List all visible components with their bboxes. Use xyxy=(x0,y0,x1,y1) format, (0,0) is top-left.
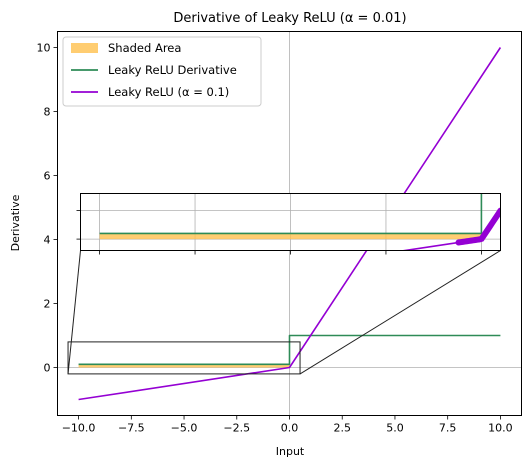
y-tick: 2 xyxy=(44,298,58,311)
x-tick-label: −5.0 xyxy=(171,422,198,435)
chart-title: Derivative of Leaky ReLU (α = 0.01) xyxy=(173,11,406,26)
legend-swatch-shaded-area xyxy=(71,43,98,53)
zoom-region-box xyxy=(67,341,301,375)
x-tick: 2.5 xyxy=(333,415,351,435)
legend-label-derivative: Leaky ReLU Derivative xyxy=(108,63,237,77)
x-tick-label: 10.0 xyxy=(488,422,513,435)
inset-series-derivative-line xyxy=(99,193,483,235)
y-axis-label: Derivative xyxy=(9,194,22,251)
x-tick: −2.5 xyxy=(223,415,250,435)
series-layer xyxy=(78,47,502,401)
y-tick: 4 xyxy=(44,234,58,247)
x-tick: 0.0 xyxy=(281,415,299,435)
y-tick-label: 2 xyxy=(44,298,51,311)
x-tick: 5.0 xyxy=(386,415,404,435)
x-tick: −10.0 xyxy=(62,415,96,435)
x-tick: 10.0 xyxy=(488,415,513,435)
x-tick: −7.5 xyxy=(118,415,145,435)
legend-frame xyxy=(62,36,262,107)
y-tick: 10 xyxy=(37,42,58,55)
inset-content xyxy=(80,193,501,251)
y-tick: 8 xyxy=(44,106,58,119)
y-tick-label: 6 xyxy=(44,170,51,183)
x-tick-label: −10.0 xyxy=(62,422,96,435)
x-tick-label: 7.5 xyxy=(439,422,457,435)
zoom-connector-right xyxy=(299,250,501,375)
series-leaky-relu-line xyxy=(78,47,502,401)
y-tick-label: 0 xyxy=(44,362,51,375)
x-axis-label: Input xyxy=(276,445,305,458)
x-tick: −5.0 xyxy=(171,415,198,435)
x-tick-label: 2.5 xyxy=(333,422,351,435)
x-tick-label: −7.5 xyxy=(118,422,145,435)
y-axis-ticks: 0 2 4 6 8 10 xyxy=(37,42,58,375)
series-derivative-line xyxy=(78,334,501,366)
y-tick-label: 10 xyxy=(37,42,51,55)
y-tick-label: 4 xyxy=(44,234,51,247)
y-tick: 6 xyxy=(44,170,58,183)
inset-series-leaky-relu-thick xyxy=(455,207,501,246)
x-tick-label: 5.0 xyxy=(386,422,404,435)
x-tick-label: −2.5 xyxy=(223,422,250,435)
legend-label-leaky-relu: Leaky ReLU (α = 0.1) xyxy=(108,85,229,99)
inset-series-shaded-area xyxy=(99,233,482,240)
y-tick: 0 xyxy=(44,362,58,375)
legend: Shaded Area Leaky ReLU Derivative Leaky … xyxy=(62,36,262,107)
x-tick: 7.5 xyxy=(439,415,457,435)
y-tick-label: 8 xyxy=(44,106,51,119)
zoom-indicator xyxy=(67,250,501,375)
zoom-connector-left xyxy=(67,250,81,374)
legend-label-shaded-area: Shaded Area xyxy=(108,41,181,55)
x-axis-ticks: −10.0 −7.5 −5.0 −2.5 0.0 2.5 5.0 7.5 10.0 xyxy=(62,415,513,435)
inset-zoom-axes xyxy=(76,193,501,255)
x-tick-label: 0.0 xyxy=(281,422,299,435)
